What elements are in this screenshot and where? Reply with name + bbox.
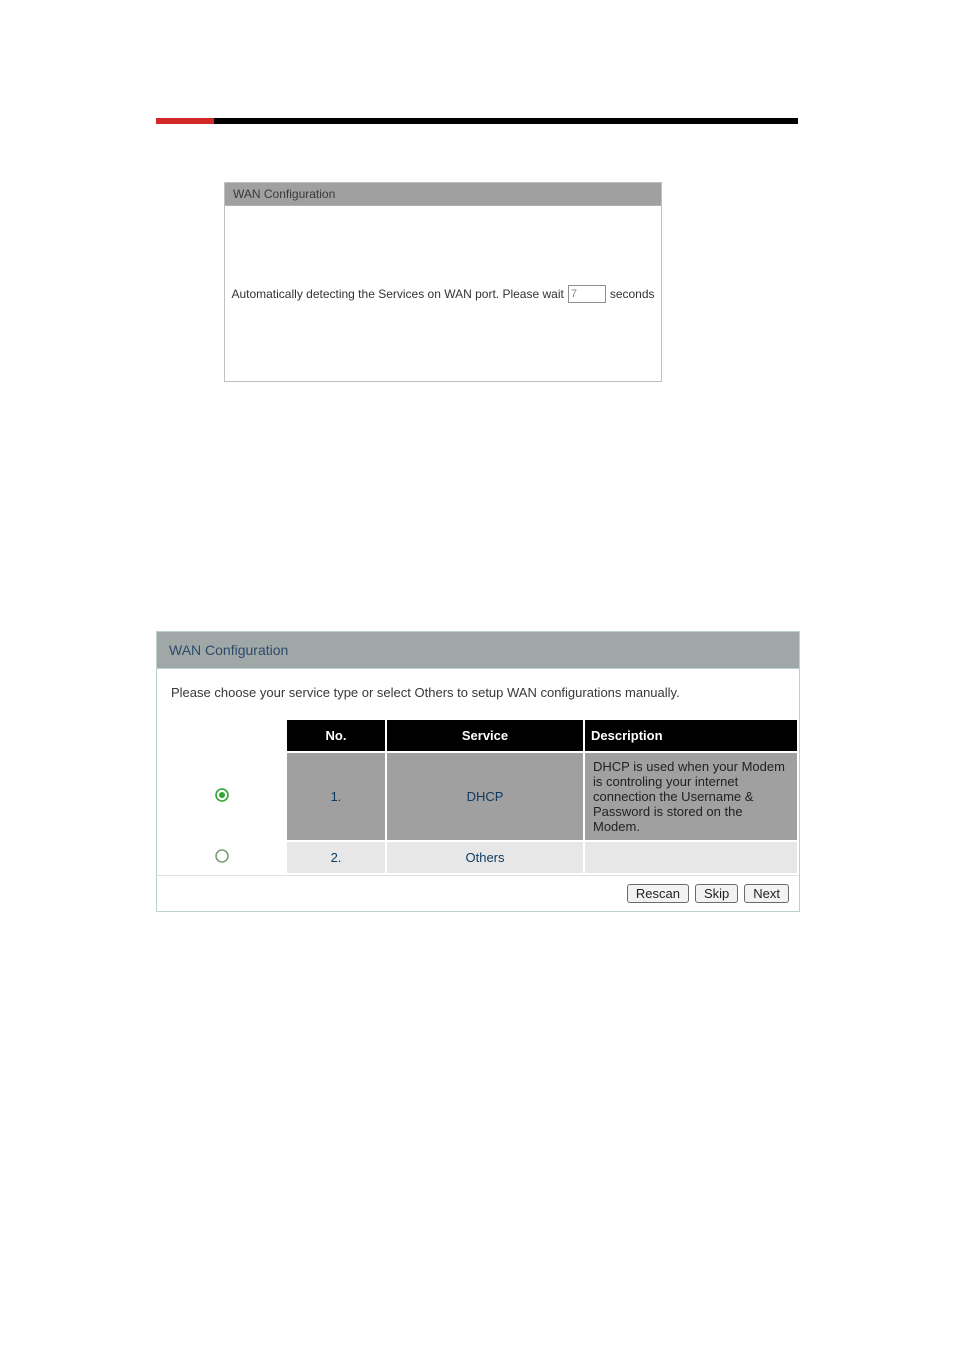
service-row-name: Others [386, 841, 584, 874]
wan-choose-footer: Rescan Skip Next [157, 875, 799, 911]
service-radio-dhcp[interactable] [214, 787, 230, 806]
wan-detect-seconds-input[interactable] [568, 285, 606, 303]
top-divider [156, 118, 798, 124]
wan-detect-text-suffix: seconds [610, 287, 655, 301]
service-row-no: 1. [286, 752, 386, 841]
skip-button[interactable]: Skip [695, 884, 738, 903]
service-table: No. Service Description 1. [157, 718, 799, 875]
service-row: 2. Others [158, 841, 798, 874]
service-row: 1. DHCP DHCP is used when your Modem is … [158, 752, 798, 841]
col-header-service: Service [386, 719, 584, 752]
service-row-name: DHCP [386, 752, 584, 841]
wan-detect-text-prefix: Automatically detecting the Services on … [231, 287, 563, 301]
wan-choose-instruction: Please choose your service type or selec… [157, 669, 799, 718]
wan-detect-row: Automatically detecting the Services on … [231, 285, 654, 303]
col-header-description: Description [584, 719, 798, 752]
wan-choose-panel: WAN Configuration Please choose your ser… [156, 631, 800, 912]
service-row-desc: DHCP is used when your Modem is controli… [584, 752, 798, 841]
wan-detect-panel-title: WAN Configuration [225, 183, 661, 206]
rescan-button[interactable]: Rescan [627, 884, 689, 903]
service-table-header-row: No. Service Description [158, 719, 798, 752]
next-button[interactable]: Next [744, 884, 789, 903]
wan-choose-panel-title: WAN Configuration [157, 632, 799, 669]
service-row-no: 2. [286, 841, 386, 874]
service-row-desc [584, 841, 798, 874]
wan-detect-panel: WAN Configuration Automatically detectin… [224, 182, 662, 382]
wan-detect-panel-body: Automatically detecting the Services on … [225, 206, 661, 381]
col-header-no: No. [286, 719, 386, 752]
service-radio-others[interactable] [214, 848, 230, 867]
top-divider-accent [156, 118, 214, 124]
